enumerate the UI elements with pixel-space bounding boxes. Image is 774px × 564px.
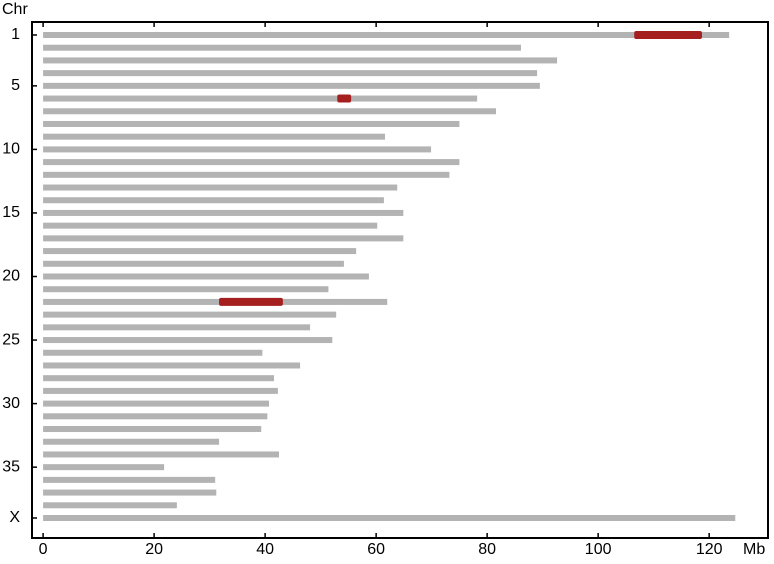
bar	[43, 489, 217, 496]
y-tick-label: 10	[2, 141, 20, 158]
x-tick-label: 100	[585, 541, 612, 558]
x-tick-label: 0	[39, 541, 48, 558]
bar	[43, 451, 279, 458]
bar	[43, 57, 558, 64]
bar	[43, 387, 278, 394]
bar	[43, 273, 369, 280]
y-tick-label: 25	[2, 331, 20, 348]
bar	[43, 235, 404, 242]
bar	[43, 515, 736, 521]
y-axis-label: Chr	[2, 1, 28, 18]
bar	[43, 298, 388, 305]
bar	[43, 375, 275, 382]
bar	[43, 222, 378, 229]
bar	[43, 108, 497, 115]
bar	[43, 426, 262, 433]
y-tick-label: 35	[2, 458, 20, 475]
x-tick-label: 40	[256, 541, 274, 558]
bar	[43, 349, 263, 356]
bar	[43, 464, 165, 471]
highlight-region	[634, 31, 702, 39]
highlight-region	[219, 297, 283, 306]
bar	[43, 502, 177, 509]
bar	[43, 159, 460, 166]
y-tick-label: X	[9, 509, 20, 526]
bar	[43, 337, 333, 344]
bar	[43, 248, 357, 255]
bar	[43, 260, 344, 267]
bar	[43, 120, 460, 127]
bar	[43, 171, 450, 178]
x-tick-label: 120	[696, 541, 723, 558]
bar	[43, 413, 268, 420]
bar	[43, 95, 478, 102]
bar	[43, 362, 301, 369]
bar	[43, 197, 384, 204]
bar	[43, 82, 540, 89]
x-axis-label: Mb	[743, 541, 765, 558]
y-tick-label: 30	[2, 395, 20, 412]
bar	[43, 311, 337, 318]
highlight-region	[337, 94, 352, 103]
bar	[43, 184, 398, 191]
bar	[43, 32, 730, 38]
x-tick-label: 80	[478, 541, 496, 558]
bar	[43, 324, 311, 331]
y-tick-label: 15	[2, 204, 20, 221]
x-tick-label: 20	[145, 541, 163, 558]
bar	[43, 133, 386, 140]
bar	[43, 476, 216, 483]
y-tick-label: 20	[2, 268, 20, 285]
y-tick-label: 1	[11, 26, 20, 43]
bar	[43, 209, 404, 216]
bar	[43, 438, 220, 445]
bar	[43, 400, 270, 407]
bar	[43, 286, 329, 293]
plot-frame	[31, 21, 769, 539]
x-tick-label: 60	[367, 541, 385, 558]
bar	[43, 70, 538, 77]
bar	[43, 146, 432, 153]
bar	[43, 44, 522, 51]
y-tick-label: 5	[11, 77, 20, 94]
